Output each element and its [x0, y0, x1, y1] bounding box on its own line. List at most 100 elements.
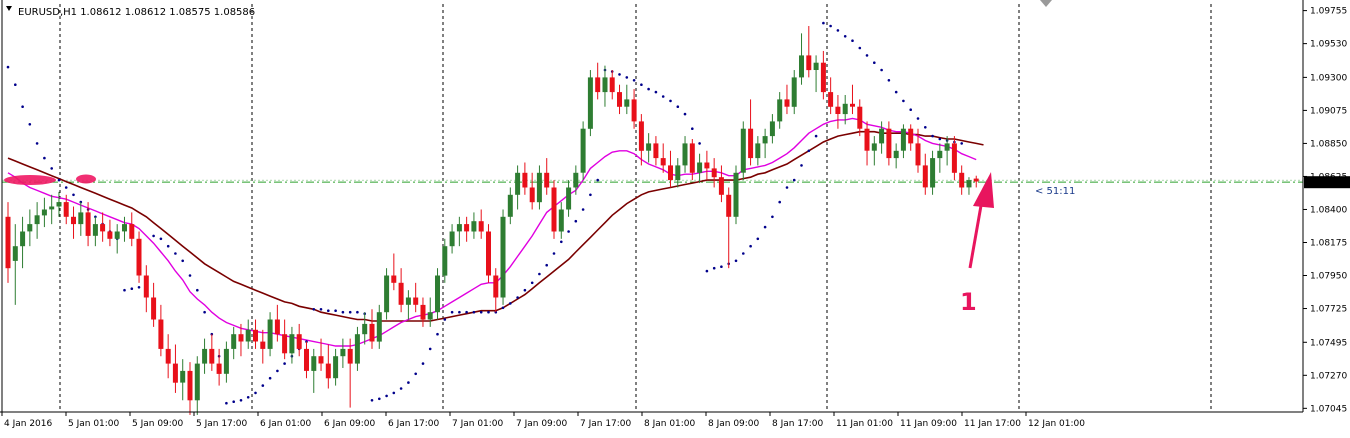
sar-dot — [509, 302, 512, 305]
sar-dot — [887, 79, 891, 82]
candle-body — [624, 99, 630, 107]
candle-body — [34, 215, 40, 225]
time-tick-label: 5 Jan 09:00 — [132, 419, 184, 429]
sar-dot — [873, 61, 876, 64]
price-tick-label: 1.09755 — [1310, 7, 1347, 17]
sar-dot — [785, 186, 789, 189]
candle-body — [172, 363, 178, 383]
highlight-scribble — [4, 175, 56, 185]
candle-body — [922, 165, 928, 188]
sar-dot — [829, 24, 832, 28]
candle-body — [362, 323, 368, 335]
sar-dot — [43, 156, 46, 160]
highlight-scribble-2 — [76, 174, 96, 184]
candle-body — [289, 334, 295, 354]
sar-dot — [756, 237, 760, 241]
time-tick-label: 7 Jan 17:00 — [580, 419, 632, 429]
sar-dot — [581, 208, 585, 211]
candle-body — [347, 348, 353, 364]
candle-body — [56, 202, 62, 207]
candle-body — [675, 165, 681, 181]
price-tick-label: 1.08175 — [1310, 239, 1347, 249]
sar-dot — [560, 240, 563, 244]
candle-body — [78, 212, 84, 225]
sar-dot — [916, 117, 920, 120]
candle-body — [333, 356, 339, 379]
sar-dot — [647, 87, 650, 91]
current-price-label: 1.08586 — [1309, 179, 1346, 189]
candle-body — [41, 209, 47, 216]
candle-body — [915, 143, 921, 166]
candle-body — [136, 238, 142, 276]
candle-body — [464, 224, 470, 232]
sar-dot — [742, 252, 745, 255]
candle-body — [304, 348, 309, 371]
candle-body — [20, 231, 26, 247]
candle-body — [5, 216, 11, 269]
sar-dot — [836, 29, 840, 32]
price-tick-label: 1.08850 — [1310, 139, 1347, 149]
sar-dot — [392, 391, 396, 395]
sar-dot — [79, 200, 83, 204]
candle-body — [413, 297, 419, 305]
candle-body — [180, 370, 186, 383]
sar-dot — [130, 287, 134, 291]
sar-dot — [749, 244, 752, 248]
candle-body — [245, 329, 251, 342]
candle-body — [638, 121, 644, 151]
sar-dot — [822, 21, 825, 25]
sar-dot — [385, 394, 388, 398]
time-tick-label: 4 Jan 2016 — [4, 419, 52, 429]
candle-body — [376, 312, 382, 342]
candle-body — [507, 194, 513, 217]
candle-body — [828, 92, 834, 107]
sar-dot — [312, 308, 316, 311]
time-tick-label: 11 Jan 01:00 — [836, 419, 893, 429]
candle-body — [668, 165, 673, 181]
time-tick-label: 8 Jan 17:00 — [772, 419, 824, 429]
time-tick-label: 7 Jan 01:00 — [452, 419, 504, 429]
sar-dot — [268, 376, 272, 380]
sar-dot — [348, 310, 352, 314]
time-tick-label: 8 Jan 09:00 — [708, 419, 760, 429]
time-tick-label: 6 Jan 09:00 — [324, 419, 376, 429]
candle-body — [777, 99, 783, 122]
candle-body — [558, 209, 564, 232]
sar-dot — [166, 244, 170, 248]
sar-dot — [778, 200, 781, 204]
candle-body — [405, 297, 411, 305]
candle-body — [653, 143, 659, 159]
candle-body — [100, 224, 106, 232]
sar-dot — [123, 288, 126, 292]
sar-dot — [902, 99, 905, 103]
candle-body — [908, 128, 914, 144]
candle-body — [216, 363, 222, 374]
candle-body — [930, 158, 936, 188]
sar-dot — [327, 309, 330, 313]
time-tick-label: 8 Jan 01:00 — [644, 419, 696, 429]
sar-dot — [465, 310, 468, 314]
candle-body — [471, 221, 477, 232]
candle-body — [602, 77, 608, 93]
candle-body — [609, 77, 615, 93]
sar-dot — [858, 46, 862, 50]
candle-body — [835, 106, 841, 114]
candle-body — [158, 319, 164, 349]
price-tick-label: 1.09075 — [1310, 106, 1347, 116]
sar-dot — [35, 142, 39, 145]
price-tick-label: 1.07725 — [1310, 305, 1347, 315]
sar-dot — [232, 400, 235, 404]
sar-dot — [188, 274, 192, 277]
candle-body — [493, 275, 499, 298]
sar-dot — [807, 149, 811, 153]
sar-dot — [632, 79, 636, 82]
sar-dot — [378, 397, 381, 401]
price-tick-label: 1.07950 — [1310, 272, 1347, 282]
candle-body — [238, 334, 244, 342]
time-tick-label: 6 Jan 17:00 — [388, 419, 440, 429]
countdown-label: < 51:11 — [1035, 186, 1075, 197]
sar-dot — [552, 252, 556, 255]
candle-body — [748, 128, 754, 159]
fast-moving-average-line — [7, 117, 977, 347]
candle-body — [114, 231, 120, 239]
